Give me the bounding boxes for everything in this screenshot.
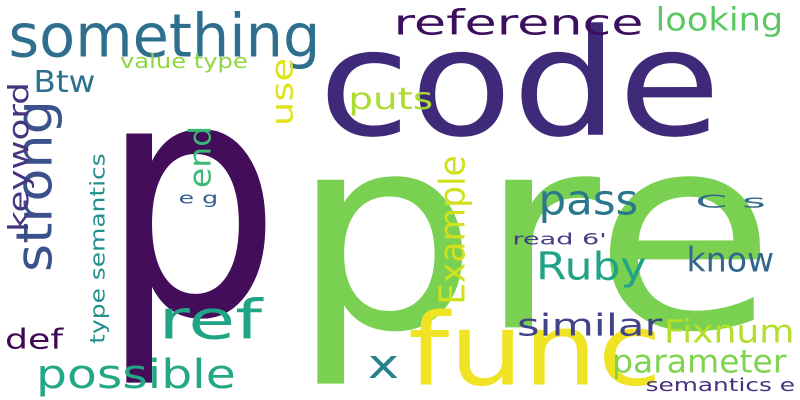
word-c-s: C s xyxy=(694,191,766,212)
word-x: x xyxy=(367,341,399,389)
word-reference: reference xyxy=(393,2,643,43)
word-keyword: keyword xyxy=(1,82,35,232)
word-possible: possible xyxy=(36,352,236,398)
word-e-g: e g xyxy=(178,189,218,208)
word-use: use xyxy=(265,57,301,127)
word-code: code xyxy=(318,0,721,170)
word-pre: pre xyxy=(289,78,776,392)
word-pass: pass xyxy=(537,176,638,225)
word-something: something xyxy=(7,2,320,72)
word-ruby: Ruby xyxy=(535,245,647,289)
word-end: end xyxy=(182,125,218,189)
word-parameter: parameter xyxy=(611,343,787,382)
word-know: know xyxy=(686,239,774,281)
word-type-semantics: type semantics xyxy=(86,152,110,344)
word-def: def xyxy=(4,323,64,356)
word-ref: ref xyxy=(158,288,262,352)
word-value-type: value type xyxy=(120,49,248,74)
word-p: p xyxy=(100,8,281,392)
word-fixnum: Fixnum xyxy=(663,313,795,352)
word-puts: puts xyxy=(347,82,433,117)
word-semantics-e: semantics e xyxy=(645,375,795,396)
word-example: Example xyxy=(431,155,474,305)
word-btw: Btw xyxy=(33,65,95,100)
word-similar: similar xyxy=(516,306,663,343)
word-read-6: read 6' xyxy=(511,230,607,249)
word-func: func xyxy=(408,291,662,400)
word-looking: looking xyxy=(655,1,783,40)
